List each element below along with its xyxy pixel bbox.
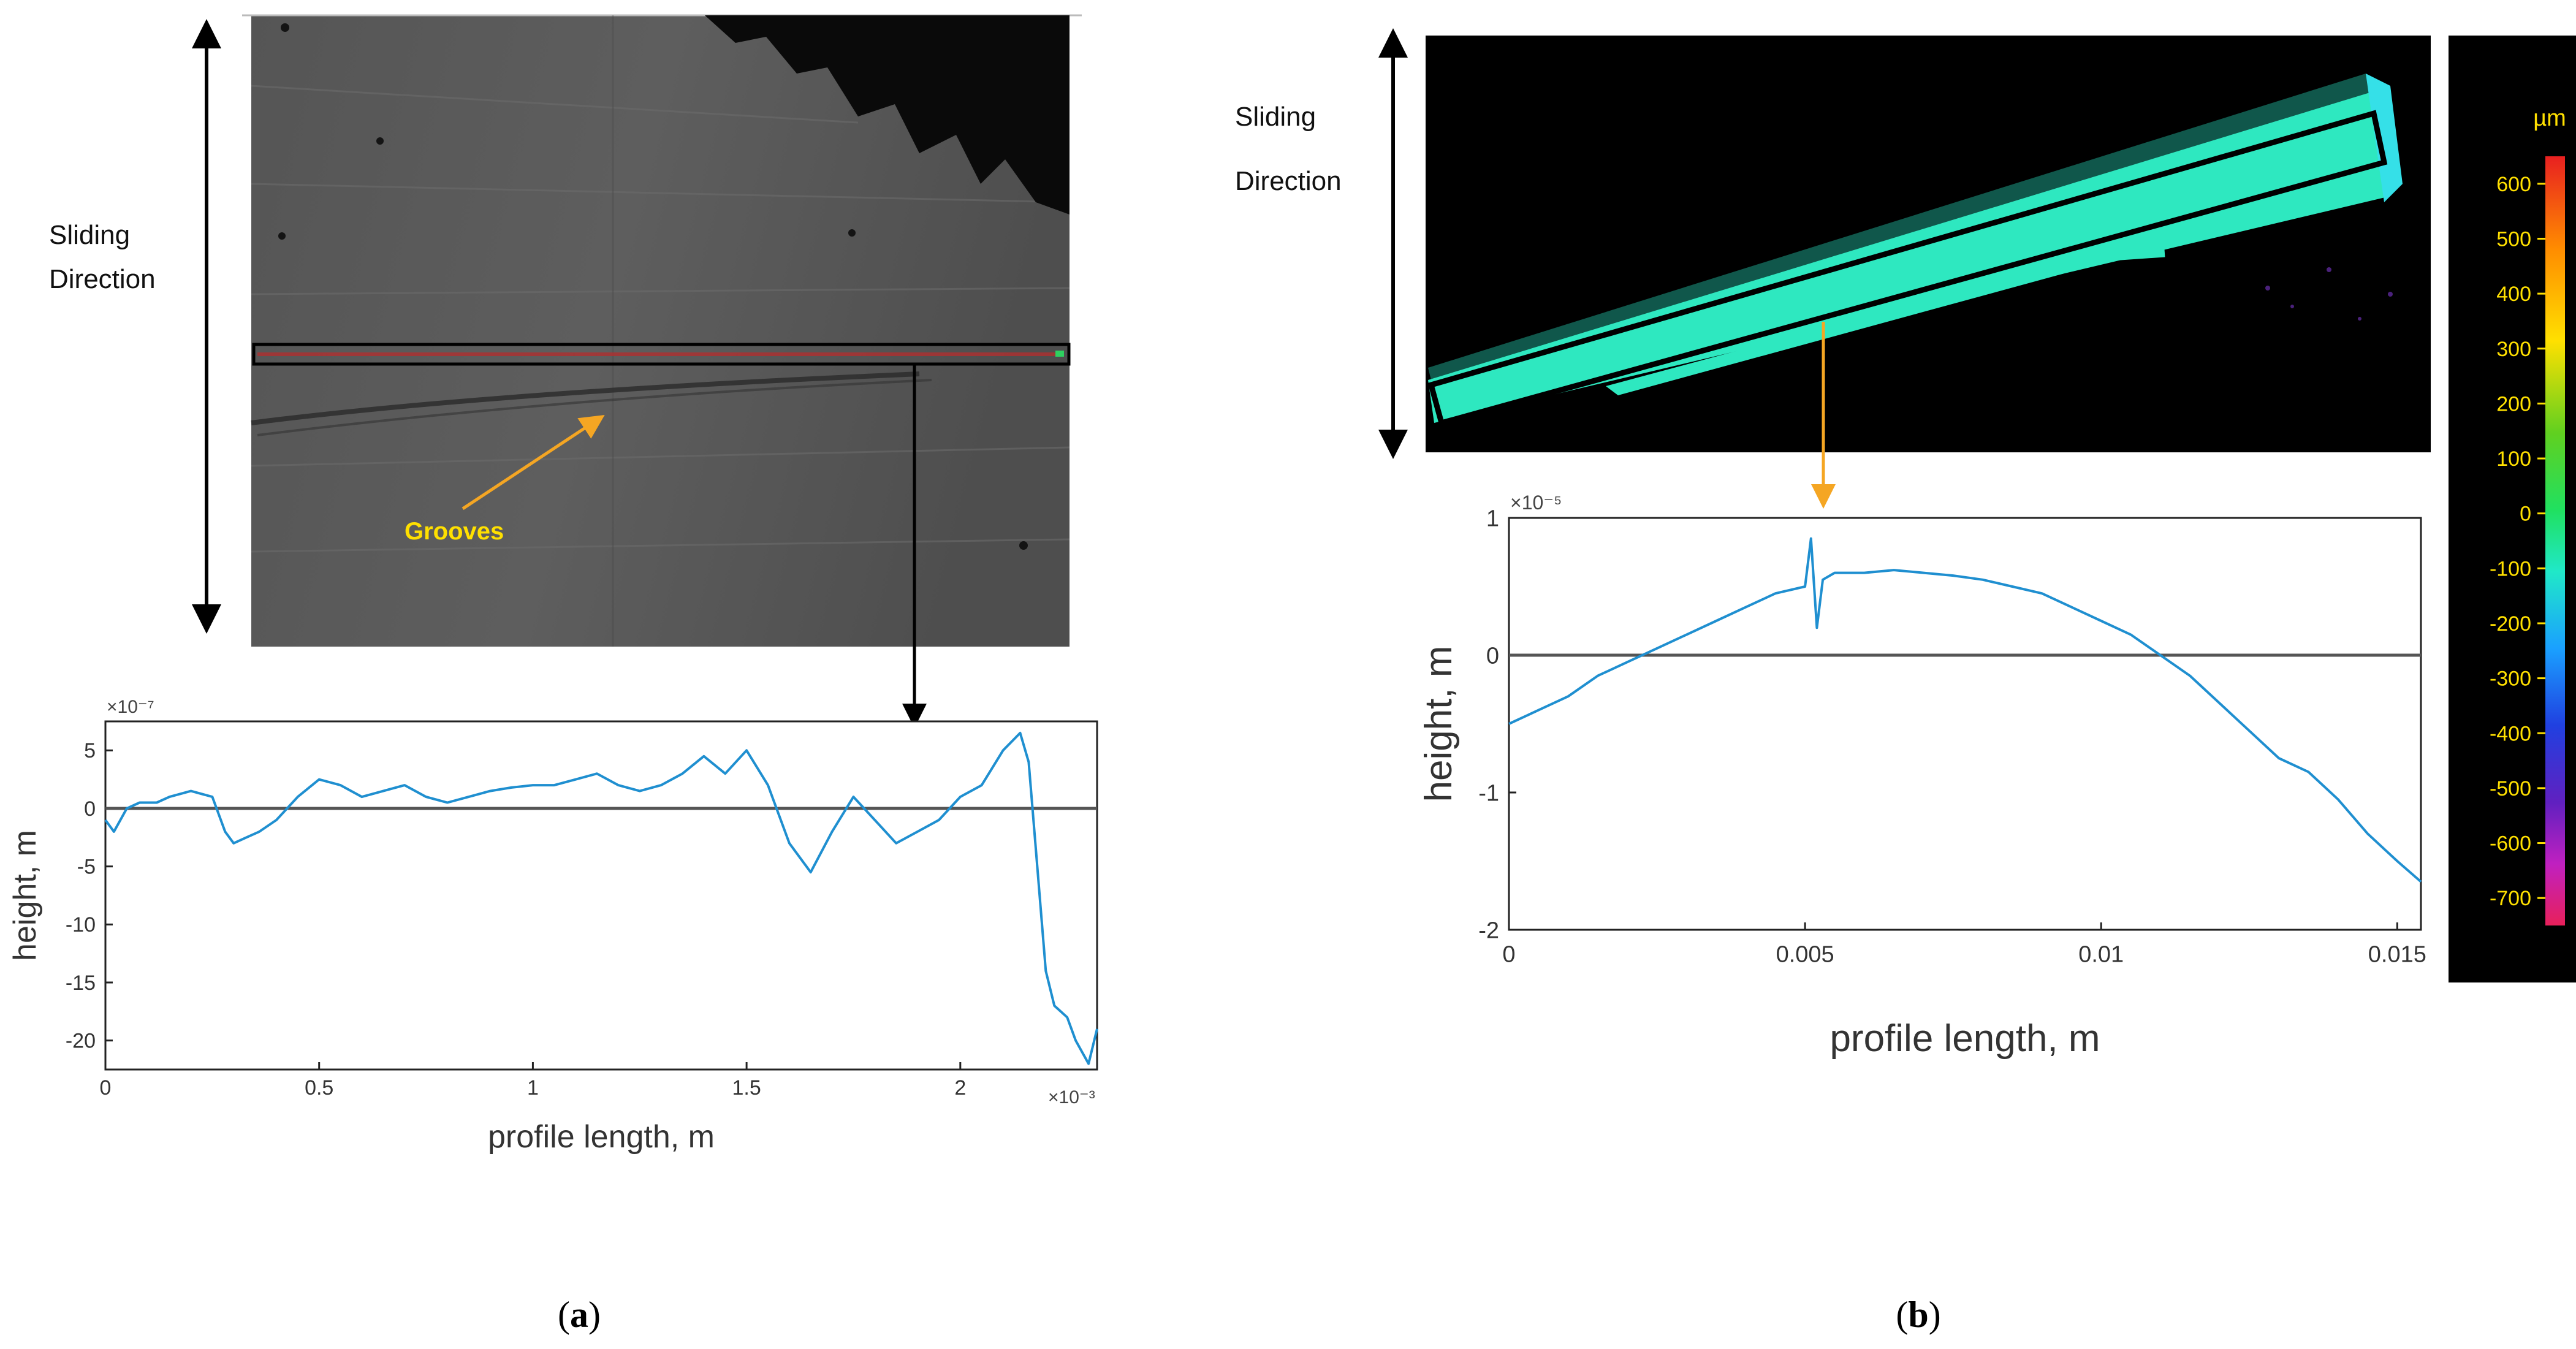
profile-selection-box xyxy=(252,343,1071,366)
x-axis-label: profile length, m xyxy=(1829,1017,2100,1060)
y-axis-multiplier: ×10⁻⁷ xyxy=(107,697,154,717)
plot-frame xyxy=(104,720,1098,1071)
panel-a: Sliding Direction Grooves 0 0.5 1 1.5 2 5 0 -5 -… xyxy=(7,14,1098,1335)
y-tick-label: -5 xyxy=(77,856,96,879)
x-tick-label: 2 xyxy=(954,1076,966,1100)
colorbar: µm 600 500 400 300 200 100 0 -100 -200 -300 -400 -5… xyxy=(2449,36,2576,982)
panel-b: Sliding Direction µm 6005004003002001000… xyxy=(1235,28,2576,1335)
x-axis-multiplier: ×10⁻³ xyxy=(1048,1087,1095,1108)
grooves-arrow xyxy=(462,414,605,511)
plot-frame xyxy=(1508,517,2422,931)
colorbar-tick-label: -500 xyxy=(2490,777,2531,800)
y-axis-label: height, m xyxy=(1418,645,1460,802)
colorbar-tick-label: 500 xyxy=(2496,227,2531,251)
grooves-label: Grooves xyxy=(405,518,504,545)
worn-region xyxy=(705,15,1070,215)
profile-selection-box-b xyxy=(1427,110,2388,427)
x-tick-label: 0 xyxy=(1502,941,1515,967)
y-tick-label: -15 xyxy=(66,971,96,995)
sliding-direction-label-a-line1: Sliding xyxy=(49,220,130,250)
chart-b: 0 0.005 0.01 0.015 1 0 -1 -2 profile length, m he… xyxy=(1418,492,2426,1060)
y-tick-label: 5 xyxy=(84,739,96,762)
colorbar-tick-label: 300 xyxy=(2496,338,2531,361)
y-axis-multiplier: ×10⁻⁵ xyxy=(1510,492,1562,514)
colorbar-tick-label: -300 xyxy=(2490,667,2531,691)
x-tick-label: 1.5 xyxy=(732,1076,761,1100)
colorbar-tick-label: -700 xyxy=(2490,887,2531,910)
colorbar-tick-label: -100 xyxy=(2490,557,2531,580)
x-tick-label: 0.005 xyxy=(1776,941,1834,967)
colorbar-tick-label: 0 xyxy=(2520,503,2531,526)
panel-b-surface-scan xyxy=(1426,36,2431,452)
x-axis-label: profile length, m xyxy=(488,1119,715,1155)
y-tick-label: 0 xyxy=(84,797,96,821)
colorbar-tick-label: 100 xyxy=(2496,447,2531,471)
colorbar-unit: µm xyxy=(2533,105,2566,131)
y-tick-label: -2 xyxy=(1478,918,1499,943)
colorbar-tick-label: -400 xyxy=(2490,722,2531,745)
colorbar-tick-label: -600 xyxy=(2490,832,2531,856)
profile-series-line xyxy=(1508,537,2422,883)
y-tick-label: -20 xyxy=(66,1030,96,1053)
colorbar-tick-label: 600 xyxy=(2496,173,2531,196)
y-tick-label: -1 xyxy=(1478,780,1499,806)
profile-series-line xyxy=(104,731,1098,1065)
x-tick-label: 0 xyxy=(100,1076,112,1100)
x-tick-label: 0.5 xyxy=(305,1076,333,1100)
y-tick-label: -10 xyxy=(66,913,96,937)
y-tick-label: 1 xyxy=(1486,506,1499,531)
subfigure-label-b: (b) xyxy=(1896,1294,1940,1335)
colorbar-tick-label: -200 xyxy=(2490,612,2531,636)
sliding-direction-label-b-line1: Sliding xyxy=(1235,102,1316,132)
scan-surface xyxy=(1428,92,2390,423)
micrograph-scratches xyxy=(251,15,1070,647)
x-tick-label: 0.01 xyxy=(2078,941,2124,967)
colorbar-tick-label: 400 xyxy=(2496,283,2531,306)
x-tick-label: 0.015 xyxy=(2368,941,2426,967)
sliding-direction-label-a-line2: Direction xyxy=(49,264,156,294)
chart-a: 0 0.5 1 1.5 2 5 0 -5 -10 -15 -20 profile length, m h… xyxy=(7,697,1098,1155)
y-axis-label: height, m xyxy=(7,830,43,961)
colorbar-tick-label: 200 xyxy=(2496,392,2531,416)
groove-line xyxy=(251,371,920,425)
colorbar-gradient xyxy=(2545,156,2565,925)
subfigure-label-a: (a) xyxy=(558,1294,601,1335)
panel-a-micrograph xyxy=(242,14,1082,647)
x-tick-label: 1 xyxy=(527,1076,539,1100)
y-tick-label: 0 xyxy=(1486,643,1499,669)
sliding-direction-label-b-line2: Direction xyxy=(1235,166,1342,196)
